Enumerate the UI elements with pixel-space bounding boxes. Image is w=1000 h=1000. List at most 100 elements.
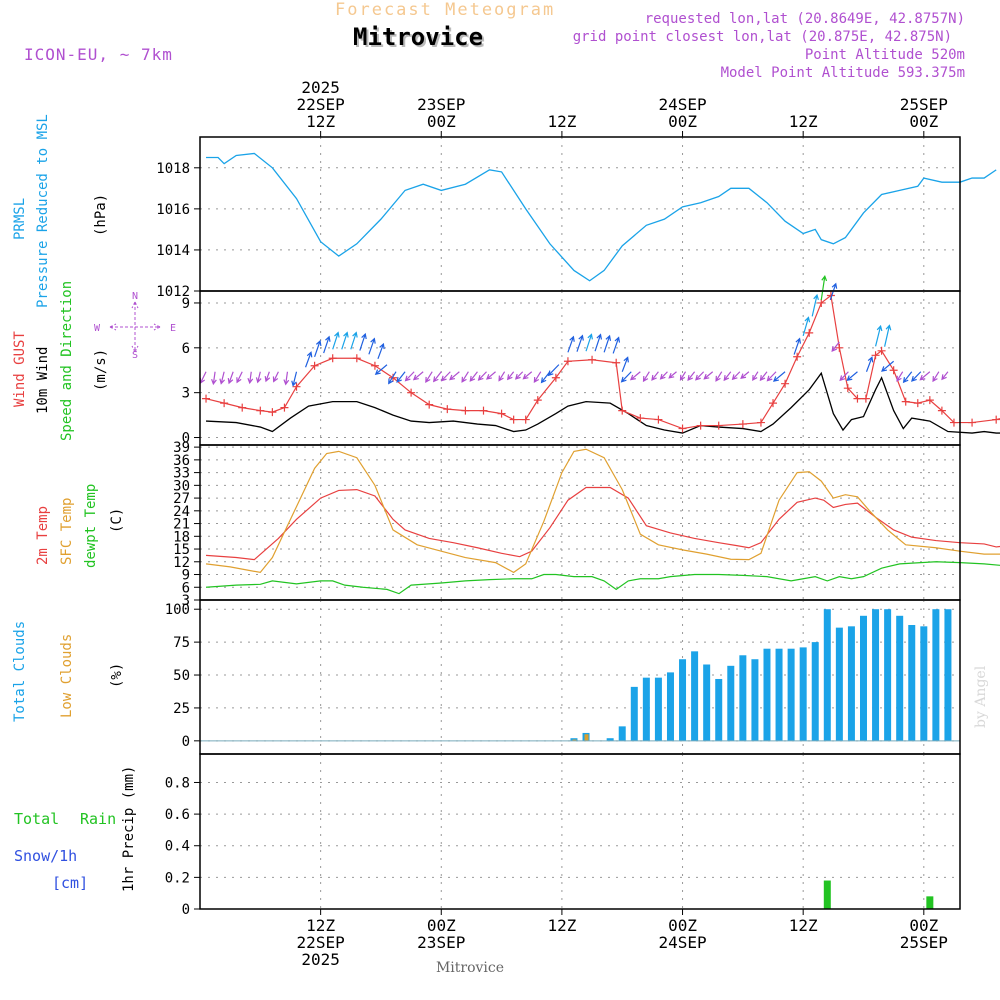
label-snow: Snow/1h [14,847,77,865]
label-celsius: (C) [109,508,125,533]
wind-direction-arrow [919,371,931,381]
wind-direction-arrow [412,371,424,381]
wind-direction-arrow [881,360,895,372]
wind-direction-arrow [740,371,750,380]
wind-gust-marker [310,361,319,370]
label-snow-unit: [cm] [52,874,88,892]
compass-east: E [170,323,176,334]
total-clouds-bar [896,615,904,741]
label-hpa: (hPa) [93,194,109,236]
wind-direction-arrow [902,371,913,384]
time-label-top: 12Z [789,112,818,131]
wind-direction-arrow [211,371,217,386]
wind-direction-arrow [283,371,290,386]
time-label-bottom: 12Z [306,916,335,935]
total-clouds-bar [823,609,831,741]
time-label-bottom: 00Z [909,916,938,935]
wind-direction-arrow [594,333,603,352]
wind-direction-arrow [723,371,732,382]
y-tick-label: 1012 [156,284,190,300]
wind-gust-marker [913,399,922,408]
wind-direction-arrow [679,371,687,381]
total-clouds-bar [847,626,855,741]
rain-bar [823,880,831,909]
wind-direction-arrow [498,371,506,382]
time-label-bottom: 24SEP [658,933,706,952]
wind-gust-marker [817,298,826,307]
precip-panel: 0 0.2 0.4 0.6 0.8 [165,753,961,918]
total-clouds-bar [751,659,759,741]
wind-direction-arrow [703,371,714,380]
wind-direction-arrow [731,371,741,381]
watermark: by Angel [973,665,989,728]
wind-gust-marker [563,357,572,366]
low-clouds-bar [584,734,589,741]
wind-gust-marker [636,414,645,423]
wind-gust-marker [877,346,886,355]
total-clouds-bar [787,648,795,741]
wind-gust-marker [678,424,687,433]
time-label-top: 00Z [427,112,456,131]
wind-direction-arrow [304,351,313,368]
wind-direction-arrow [350,331,358,350]
total-clouds-bar [859,615,867,741]
total-clouds-bar [775,648,783,741]
wind-gust-marker [843,384,852,393]
wind-gust-marker [769,399,778,408]
label-2m-temp: 2m Temp [35,506,51,565]
time-label-top: 2025 [301,78,340,97]
wind-direction-arrow [396,371,406,383]
wind-direction-arrow [715,371,723,382]
time-label-top: 24SEP [658,95,706,114]
compass-rose: N S W E [94,291,176,361]
y-tick-label: 15 [173,542,190,558]
sfc-temp-line [205,448,1000,574]
wind-direction-arrow [332,331,340,350]
time-label-bottom: 25SEP [900,933,948,952]
time-label-bottom: 00Z [668,916,697,935]
total-clouds-bar [606,738,614,741]
wind-direction-arrow [404,371,415,382]
y-tick-label: 0 [182,431,190,447]
y-tick-label: 39 [173,440,190,456]
wind-gust-marker [328,354,337,363]
total-clouds-bar [944,609,952,741]
wind-gust-marker [461,406,470,415]
clouds-panel: 0 25 50 75 100 [165,599,961,755]
label-10m-wind: 10m Wind [35,347,51,414]
label-precip-mm: 1hr Precip (mm) [121,766,137,892]
wind-direction-arrow [811,293,819,317]
wind-direction-arrow [896,371,904,382]
wind-gust-marker [793,352,802,361]
wind-gust-marker [521,415,530,424]
wind-direction-arrow [752,371,759,382]
wind-direction-arrow [772,371,786,382]
time-label-top: 12Z [306,112,335,131]
wind-direction-arrow [612,336,621,354]
time-label-top: 23SEP [417,95,465,114]
wind-direction-arrow [576,334,584,352]
total-clouds-bar [811,642,819,741]
wind-direction-arrow [695,371,705,381]
wind-direction-arrow [820,274,828,301]
total-clouds-bar [872,609,880,741]
wind-gust-marker [268,408,277,417]
total-clouds-bar [739,655,747,741]
wind-direction-arrow [514,371,524,380]
label-speed-direction: Speed and Direction [59,281,75,441]
wind-direction-arrow [368,337,376,355]
y-tick-label: 12 [173,555,190,571]
wind-direction-arrow [766,371,777,382]
wind-gust-marker [756,418,765,427]
time-label-top: 12Z [547,112,576,131]
wind-gust-marker [925,396,934,405]
wind-gust-line [205,294,1000,430]
label-prmsl: PRMSL [12,198,28,240]
wind-direction-arrow [884,324,892,347]
time-label-bottom: 00Z [427,916,456,935]
wind-direction-arrow [941,371,949,381]
y-tick-label: 33 [173,466,190,482]
total-clouds-bar [932,609,940,741]
time-label-bottom: 23SEP [417,933,465,952]
wind-direction-arrow [522,371,533,380]
